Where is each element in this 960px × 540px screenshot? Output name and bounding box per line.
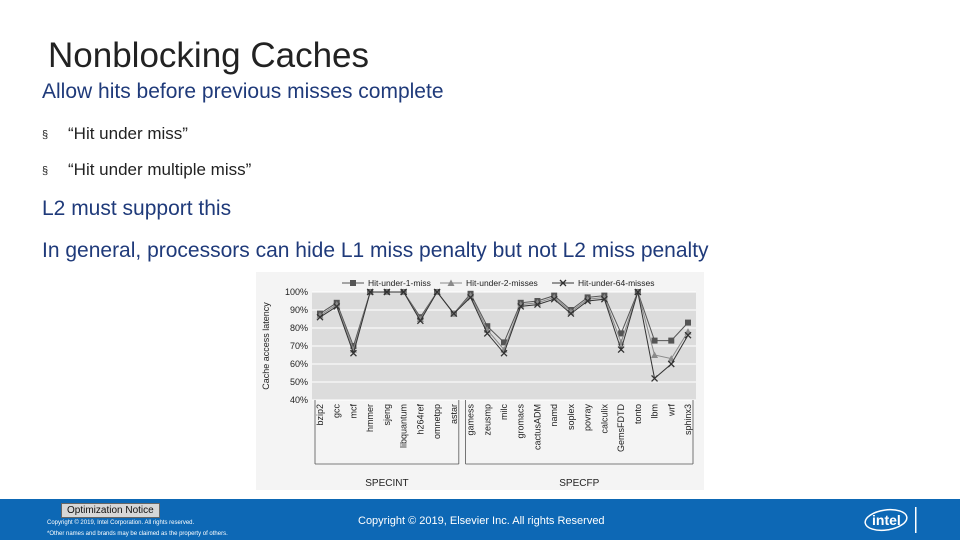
x-tick-label: GemsFDTD	[616, 404, 626, 452]
data-point	[500, 349, 508, 357]
data-point	[651, 337, 658, 344]
data-point	[667, 360, 675, 368]
data-point	[450, 310, 458, 318]
x-tick-label: bzip2	[315, 404, 325, 426]
data-point	[567, 310, 575, 318]
data-point	[600, 293, 608, 301]
bullet-icon: §	[42, 128, 49, 141]
data-point	[501, 339, 507, 346]
slide-title: Nonblocking Caches	[48, 36, 370, 75]
group-label: SPECFP	[559, 478, 599, 489]
data-point	[618, 330, 625, 337]
legal-text: *Other names and brands may be claimed a…	[47, 531, 228, 537]
data-point	[400, 288, 408, 296]
data-point	[651, 351, 659, 358]
data-point	[349, 349, 357, 357]
x-tick-label: cactusADM	[532, 404, 542, 450]
x-tick-label: astar	[449, 404, 459, 424]
data-point	[447, 279, 455, 286]
data-point	[467, 292, 475, 299]
data-point	[333, 301, 341, 308]
x-tick-label: lbm	[650, 404, 660, 419]
data-point	[517, 302, 525, 310]
bullet-label: “Hit under multiple miss”	[68, 160, 252, 179]
x-tick-label: sphinx3	[683, 404, 693, 435]
data-point	[416, 315, 424, 322]
x-tick-label: povray	[583, 404, 593, 432]
legend-label: Hit-under-1-miss	[368, 278, 431, 288]
body-text: L2 must support this	[42, 197, 232, 220]
intel-logo-icon: intel	[864, 507, 917, 533]
data-point	[651, 374, 659, 382]
bullet-item: § “Hit under multiple miss”	[42, 160, 251, 180]
latency-chart-svg: 100% 90% 80% 70% 60% 50% 40% Cache access laten…	[261, 278, 696, 489]
y-tick-label: 40%	[290, 395, 308, 405]
data-point	[617, 346, 625, 354]
x-tick-label: soplex	[566, 404, 576, 431]
y-tick-label: 50%	[290, 377, 308, 387]
x-tick-label: omnetpp	[432, 404, 442, 439]
footer-bar	[0, 499, 960, 540]
y-tick-label: 60%	[290, 359, 308, 369]
legend-label: Hit-under-64-misses	[578, 278, 655, 288]
legend-label: Hit-under-2-misses	[466, 278, 538, 288]
data-point	[685, 319, 691, 326]
data-point	[433, 288, 441, 296]
data-point	[366, 288, 374, 296]
data-point	[550, 295, 558, 303]
data-point	[483, 329, 491, 337]
bullet-item: § “Hit under miss”	[42, 124, 188, 144]
data-point	[383, 288, 391, 296]
x-tick-label: gamess	[466, 404, 476, 436]
data-point	[567, 308, 575, 315]
x-tick-label: tonto	[633, 404, 643, 424]
y-tick-label: 90%	[290, 305, 308, 315]
data-point	[684, 331, 692, 339]
data-point	[316, 311, 324, 319]
data-point	[467, 293, 475, 301]
data-point	[600, 295, 608, 303]
subtitle-text: Allow hits before previous misses comple…	[42, 80, 444, 103]
body-text: In general, processors can hide L1 miss …	[42, 239, 709, 262]
data-point	[550, 293, 558, 301]
x-tick-label: sjeng	[382, 404, 392, 426]
x-tick-label: calculix	[599, 404, 609, 434]
data-point	[350, 343, 357, 349]
data-point	[333, 302, 341, 310]
x-tick-label: h264ref	[415, 404, 425, 435]
x-tick-label: hmmer	[365, 404, 375, 432]
y-tick-label: 70%	[290, 341, 308, 351]
x-tick-label: milc	[499, 404, 509, 420]
data-point	[350, 280, 356, 286]
legal-text: Copyright © 2019, Intel Corporation. All…	[47, 520, 195, 526]
y-tick-label: 100%	[285, 287, 308, 297]
data-point	[667, 355, 675, 362]
data-point	[316, 313, 324, 321]
intel-logo-text: intel	[872, 512, 901, 528]
y-tick-label: 80%	[290, 323, 308, 333]
x-tick-label: namd	[549, 404, 559, 427]
x-tick-label: mcf	[348, 404, 358, 419]
data-point	[533, 301, 541, 309]
bullet-icon: §	[42, 164, 49, 177]
x-tick-label: wrf	[666, 404, 676, 417]
data-point	[559, 279, 567, 287]
data-point	[484, 323, 491, 330]
data-point	[634, 288, 642, 296]
x-tick-label: gcc	[332, 404, 342, 419]
x-tick-label: gromacs	[516, 404, 526, 439]
data-point	[584, 297, 592, 305]
copyright-text: Copyright © 2019, Elsevier Inc. All righ…	[358, 515, 605, 527]
y-axis-label: Cache access latency	[261, 302, 271, 390]
latency-chart: 100% 90% 80% 70% 60% 50% 40% Cache access laten…	[256, 272, 704, 490]
optimization-notice-link[interactable]: Optimization Notice	[61, 503, 160, 518]
x-tick-label: zeusmp	[482, 404, 492, 436]
x-tick-label: libquantum	[399, 404, 409, 448]
data-point	[668, 337, 675, 344]
group-label: SPECINT	[365, 478, 408, 489]
data-point	[416, 317, 424, 325]
bullet-label: “Hit under miss”	[68, 124, 188, 143]
